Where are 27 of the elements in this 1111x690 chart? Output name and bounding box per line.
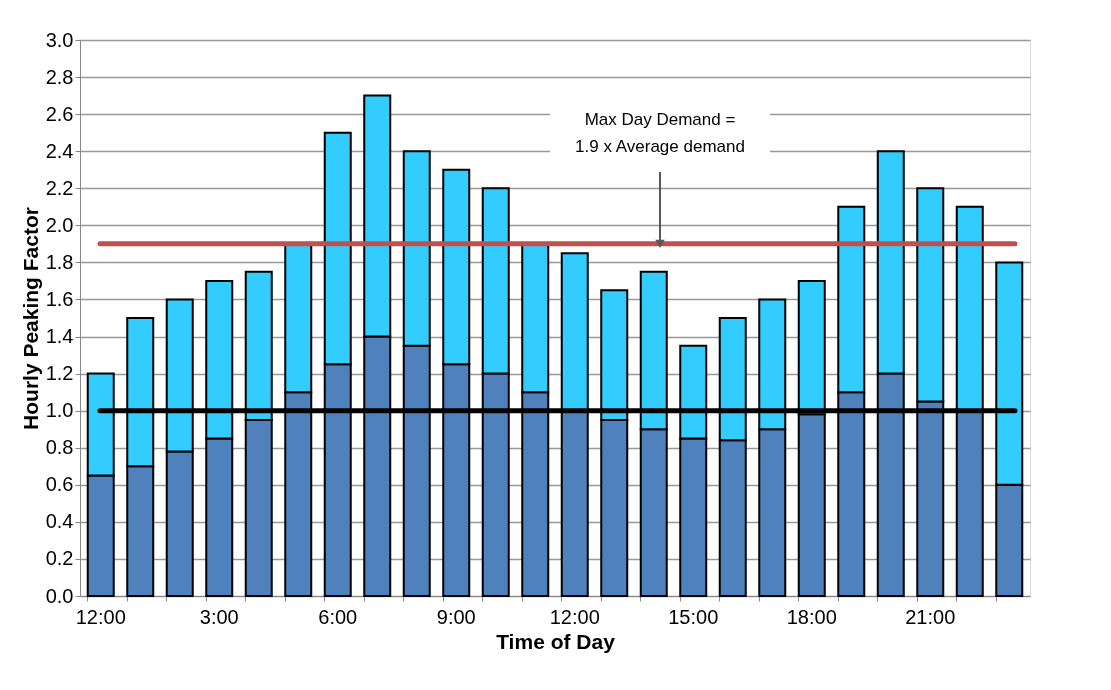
y-tick-label: 2.4 [45, 139, 74, 162]
x-axis-title: Time of Day [496, 629, 616, 653]
y-tick-label: 2.2 [45, 176, 74, 199]
y-tick-label: 2.6 [45, 102, 74, 125]
y-tick-label: 1.4 [45, 325, 74, 348]
y-tick-label: 2.8 [45, 65, 74, 88]
y-tick-label: 3.0 [45, 28, 74, 51]
y-tick-label: 0.8 [45, 436, 74, 459]
y-tick-label: 2.0 [45, 213, 74, 236]
x-tick-label: 12:00 [75, 605, 126, 628]
x-tick-label: 9:00 [436, 605, 476, 628]
y-tick-label: 1.0 [45, 399, 74, 422]
x-tick-label: 6:00 [318, 605, 358, 628]
x-tick-label: 21:00 [905, 605, 956, 628]
y-tick-label: 0.6 [45, 473, 74, 496]
x-tick-label: 15:00 [668, 605, 719, 628]
y-axis-title: Hourly Peaking Factor [18, 207, 42, 430]
x-tick-label: 12:00 [549, 605, 600, 628]
y-tick-label: 0.4 [45, 510, 74, 533]
y-tick-label: 0.2 [45, 547, 74, 570]
x-tick-label: 3:00 [199, 605, 239, 628]
y-tick-label: 1.6 [45, 287, 74, 310]
ref-line-label: Max Day Demand = 1.9 x Average demand [575, 110, 745, 156]
x-tick-label: 18:00 [786, 605, 837, 628]
y-tick-label: 1.8 [45, 250, 74, 273]
y-tick-label: 1.2 [45, 362, 74, 385]
y-tick-label: 0.0 [45, 584, 74, 607]
